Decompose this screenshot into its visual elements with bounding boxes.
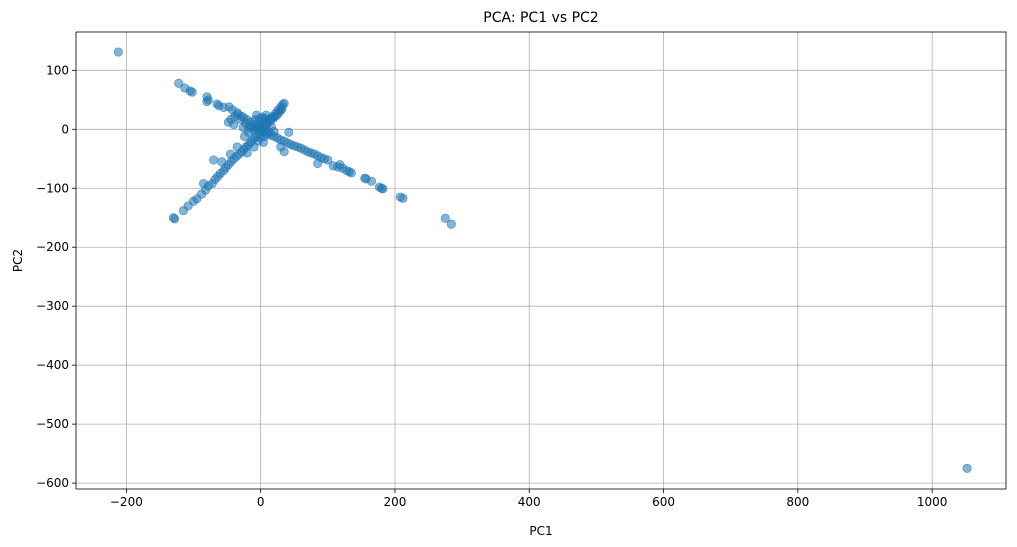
y-tick-label: 0 <box>61 122 69 136</box>
chart-title: PCA: PC1 vs PC2 <box>483 10 598 26</box>
scatter-point <box>168 213 178 223</box>
plot-area-frame <box>75 31 1007 490</box>
y-tick-label: 100 <box>46 63 69 77</box>
scatter-point <box>217 157 227 167</box>
scatter-points <box>113 47 972 473</box>
scatter-point <box>244 123 254 133</box>
scatter-point <box>232 142 242 152</box>
x-tick-label: 1000 <box>917 495 948 509</box>
scatter-point <box>223 117 233 127</box>
scatter-point <box>440 213 450 223</box>
scatter-point <box>346 168 356 178</box>
scatter-point <box>962 463 972 473</box>
scatter-point <box>225 149 235 159</box>
x-tick-label: 800 <box>786 495 809 509</box>
y-tick-label: −400 <box>36 358 69 372</box>
y-tick-label: −100 <box>36 181 69 195</box>
scatter-point <box>269 127 279 137</box>
scatter-point <box>258 137 268 147</box>
scatter-point <box>199 179 209 189</box>
grid-lines <box>76 32 1006 489</box>
y-tick-label: −200 <box>36 240 69 254</box>
y-tick-label: −300 <box>36 299 69 313</box>
scatter-point <box>202 97 212 107</box>
x-tick-label: 400 <box>518 495 541 509</box>
x-tick-label: 200 <box>383 495 406 509</box>
x-tick-label: 600 <box>652 495 675 509</box>
scatter-point <box>279 147 289 157</box>
y-tick-label: −500 <box>36 417 69 431</box>
scatter-point <box>378 184 388 194</box>
scatter-point <box>113 47 123 57</box>
scatter-point <box>366 176 376 186</box>
x-axis-title: PC1 <box>529 524 552 538</box>
scatter-point <box>252 110 262 120</box>
scatter-point <box>187 87 197 97</box>
scatter-point <box>242 148 252 158</box>
scatter-point <box>398 193 408 203</box>
y-axis-ticks: 100 0 −100 −200 −300 −400 −500 −600 <box>36 63 76 490</box>
scatter-point <box>323 155 333 165</box>
scatter-point <box>256 117 266 127</box>
scatter-point <box>209 155 219 165</box>
scatter-point <box>174 78 184 88</box>
y-axis-title: PC2 <box>11 249 25 272</box>
scatter-point <box>261 110 271 120</box>
scatter-point <box>446 219 456 229</box>
scatter-point <box>313 158 323 168</box>
y-tick-label: −600 <box>36 476 69 490</box>
x-tick-label: −200 <box>110 495 143 509</box>
scatter-point <box>284 127 294 137</box>
x-axis-ticks: −200 0 200 400 600 800 1000 <box>110 489 948 509</box>
x-tick-label: 0 <box>257 495 265 509</box>
scatter-point <box>240 131 250 141</box>
